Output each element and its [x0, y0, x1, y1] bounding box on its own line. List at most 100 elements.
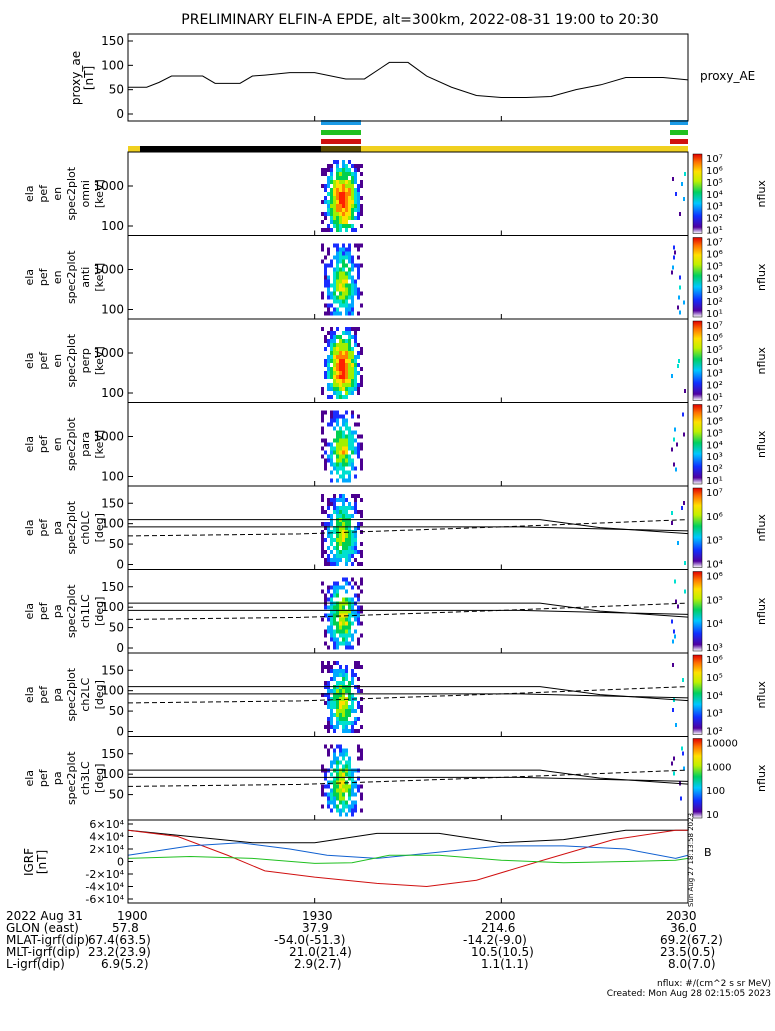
- footer-value: 214.6: [481, 921, 516, 935]
- heatmap-cell: [336, 259, 339, 264]
- loss-cone-line: [128, 602, 689, 618]
- footer-value: 37.9: [302, 921, 329, 935]
- heatmap-cell: [336, 335, 339, 339]
- heatmap-cell: [345, 470, 348, 475]
- axis-label: pef: [37, 768, 50, 787]
- heatmap-cell: [333, 359, 336, 363]
- heatmap-cell: [351, 597, 354, 602]
- heatmap-cell: [336, 669, 339, 673]
- colorbar: [692, 320, 703, 401]
- heatmap-cell: [342, 538, 345, 542]
- orbit-bar: [321, 146, 361, 152]
- heatmap-cell: [354, 494, 357, 498]
- heatmap-cell: [339, 713, 342, 717]
- heatmap-cell: [360, 462, 363, 467]
- heatmap-cell: [342, 550, 345, 554]
- heatmap-cell: [333, 689, 336, 693]
- heatmap-cell: [342, 717, 345, 721]
- heatmap-cell: [342, 188, 345, 192]
- tick-label: 1000: [93, 263, 124, 277]
- heatmap-cell: [324, 462, 327, 467]
- heatmap-cell: [327, 164, 330, 168]
- heatmap-cell: [324, 693, 327, 697]
- heatmap-cell: [327, 689, 330, 693]
- heatmap-cell: [336, 593, 339, 598]
- heatmap-cell: [321, 327, 324, 331]
- heatmap-cell: [339, 538, 342, 542]
- heatmap-cell: [327, 546, 330, 550]
- tick-label: 100: [101, 470, 124, 484]
- heatmap-cell: [671, 619, 673, 624]
- heatmap-cell: [321, 494, 324, 498]
- heatmap-cell: [321, 589, 324, 594]
- heatmap-cell: [336, 558, 339, 562]
- heatmap-cell: [327, 247, 330, 252]
- heatmap-cell: [327, 625, 330, 630]
- heatmap-cell: [345, 371, 348, 375]
- heatmap-cell: [345, 255, 348, 260]
- heatmap-cell: [327, 705, 330, 709]
- heatmap-cell: [330, 637, 333, 642]
- heatmap-cell: [324, 347, 327, 351]
- axis-label: anti: [79, 267, 92, 288]
- heatmap-cell: [336, 216, 339, 220]
- heatmap-cell: [330, 228, 333, 232]
- heatmap-cell: [342, 454, 345, 459]
- heatmap-cell: [333, 637, 336, 642]
- heatmap-cell: [348, 760, 351, 765]
- heatmap-cell: [333, 502, 336, 506]
- orbit-bar: [128, 146, 140, 152]
- heatmap-cell: [327, 331, 330, 335]
- series-line: [127, 842, 689, 859]
- heatmap-cell: [342, 542, 345, 546]
- heatmap-cell: [339, 188, 342, 192]
- heatmap-cell: [342, 351, 345, 355]
- heatmap-cell: [360, 383, 363, 387]
- heatmap-cell: [336, 478, 339, 483]
- tick-label: -2×10⁴: [85, 868, 124, 881]
- heatmap-cell: [333, 347, 336, 351]
- heatmap-cell: [339, 283, 342, 288]
- heatmap-cell: [327, 307, 330, 312]
- heatmap-cell: [342, 546, 345, 550]
- heatmap-cell: [324, 375, 327, 379]
- heatmap-cell: [321, 693, 324, 697]
- heatmap-cell: [339, 176, 342, 180]
- heatmap-cell: [336, 188, 339, 192]
- heatmap-cell: [354, 343, 357, 347]
- heatmap-cell: [348, 283, 351, 288]
- loss-cone-line: [128, 609, 689, 615]
- heatmap-cell: [324, 772, 327, 777]
- heatmap-cell: [354, 164, 357, 168]
- heatmap-cell: [348, 554, 351, 558]
- heatmap-cell: [339, 526, 342, 530]
- heatmap-cell: [679, 212, 681, 216]
- heatmap-cell: [333, 192, 336, 196]
- heatmap-cell: [345, 764, 348, 769]
- heatmap-cell: [351, 721, 354, 725]
- colorbar-tick: 10000: [706, 739, 738, 750]
- heatmap-cell: [324, 172, 327, 176]
- heatmap-cell: [330, 800, 333, 805]
- heatmap-cell: [324, 562, 327, 566]
- heatmap-cell: [357, 188, 360, 192]
- heatmap-cell: [357, 450, 360, 455]
- heatmap-cell: [360, 705, 363, 709]
- heatmap-cell: [351, 458, 354, 463]
- heatmap-cell: [339, 558, 342, 562]
- heatmap-cell: [351, 383, 354, 387]
- heatmap-cell: [345, 506, 348, 510]
- heatmap-cell: [348, 784, 351, 789]
- heatmap-cell: [327, 502, 330, 506]
- heatmap-cell: [336, 554, 339, 558]
- zone-marker: [670, 120, 688, 125]
- heatmap-cell: [342, 752, 345, 757]
- heatmap-cell: [342, 303, 345, 308]
- colorbar-tick: 10⁶: [706, 572, 723, 583]
- heatmap-cell: [330, 629, 333, 634]
- heatmap-cell: [351, 291, 354, 296]
- footer-label-mlat: MLAT-igrf(dip): [6, 933, 90, 947]
- heatmap-cell: [336, 550, 339, 554]
- heatmap-cell: [351, 255, 354, 260]
- heatmap-cell: [327, 585, 330, 590]
